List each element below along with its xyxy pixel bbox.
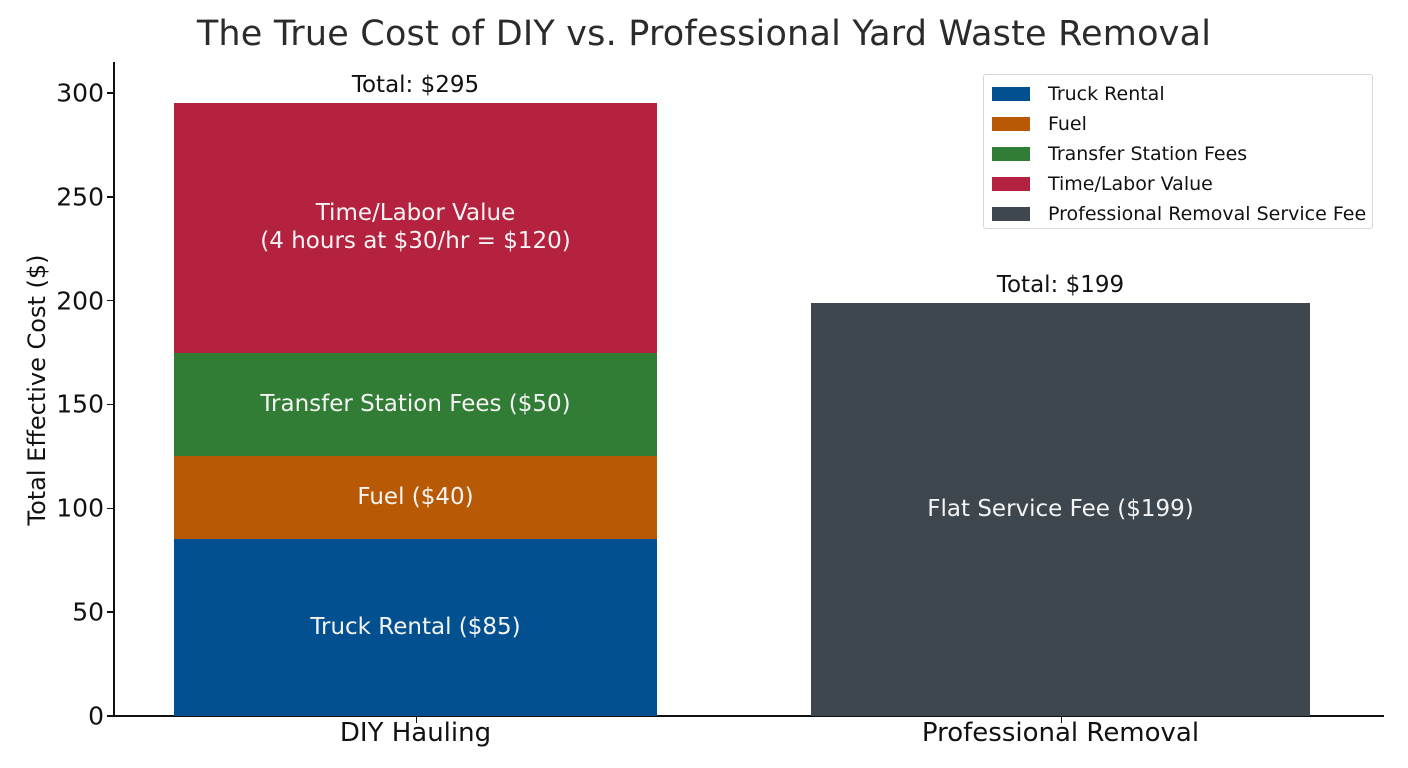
- y-tick-label: 150: [56, 389, 104, 419]
- legend-swatch-icon: [992, 147, 1030, 161]
- bar-total-label: Total: $295: [351, 72, 480, 99]
- legend: Truck Rental Fuel Transfer Station Fees Tim…: [983, 74, 1373, 229]
- y-tick-label: 50: [72, 597, 104, 627]
- legend-item: Professional Removal Service Fee: [992, 199, 1372, 229]
- y-tick-label: 100: [56, 493, 104, 523]
- y-tick-mark: [107, 715, 114, 717]
- legend-item: Fuel: [992, 109, 1372, 139]
- bar-segment-truck-rental: Truck Rental ($85): [174, 539, 657, 716]
- legend-label: Professional Removal Service Fee: [1048, 203, 1367, 225]
- y-tick-label: 300: [56, 78, 104, 108]
- bar-professional-removal: Flat Service Fee ($199): [811, 302, 1310, 716]
- legend-item: Transfer Station Fees: [992, 139, 1372, 169]
- x-tick-mark: [415, 717, 417, 723]
- bar-segment-professional-removal-service-fee: Flat Service Fee ($199): [811, 302, 1310, 716]
- y-tick-mark: [107, 403, 114, 406]
- legend-label: Fuel: [1048, 113, 1087, 135]
- y-tick-label: 0: [88, 701, 104, 731]
- y-tick-mark: [107, 507, 114, 510]
- bar-segment-transfer-station-fees: Transfer Station Fees ($50): [174, 352, 657, 457]
- y-axis-label: Total Effective Cost ($): [23, 254, 51, 526]
- y-tick-label: 200: [56, 286, 104, 316]
- x-tick-label: DIY Hauling: [339, 718, 492, 748]
- x-axis-line: [113, 715, 1384, 717]
- legend-swatch-icon: [992, 117, 1030, 131]
- bar-segment-fuel: Fuel ($40): [174, 456, 657, 540]
- legend-item: Time/Labor Value: [992, 169, 1372, 199]
- legend-label: Transfer Station Fees: [1048, 143, 1248, 165]
- x-tick-label: Professional Removal: [921, 718, 1200, 748]
- legend-swatch-icon: [992, 207, 1030, 221]
- legend-label: Truck Rental: [1048, 83, 1165, 105]
- legend-swatch-icon: [992, 87, 1030, 101]
- y-tick-mark: [107, 299, 114, 302]
- y-tick-label: 250: [56, 182, 104, 212]
- chart-title: The True Cost of DIY vs. Professional Ya…: [196, 14, 1212, 54]
- y-tick-mark: [107, 196, 114, 198]
- y-axis-line: [113, 62, 115, 717]
- x-tick-mark: [1060, 717, 1062, 723]
- legend-swatch-icon: [992, 177, 1030, 191]
- bar-diy-hauling: Truck Rental ($85) Fuel ($40) Transfer Sta…: [174, 103, 657, 716]
- bar-segment-time-labor-value: Time/Labor Value (4 hours at $30/hr = $1…: [174, 103, 657, 353]
- legend-label: Time/Labor Value: [1048, 173, 1213, 195]
- legend-item: Truck Rental: [992, 79, 1372, 109]
- bar-total-label: Total: $199: [996, 271, 1125, 298]
- y-tick-mark: [107, 611, 114, 613]
- y-tick-mark: [107, 92, 114, 94]
